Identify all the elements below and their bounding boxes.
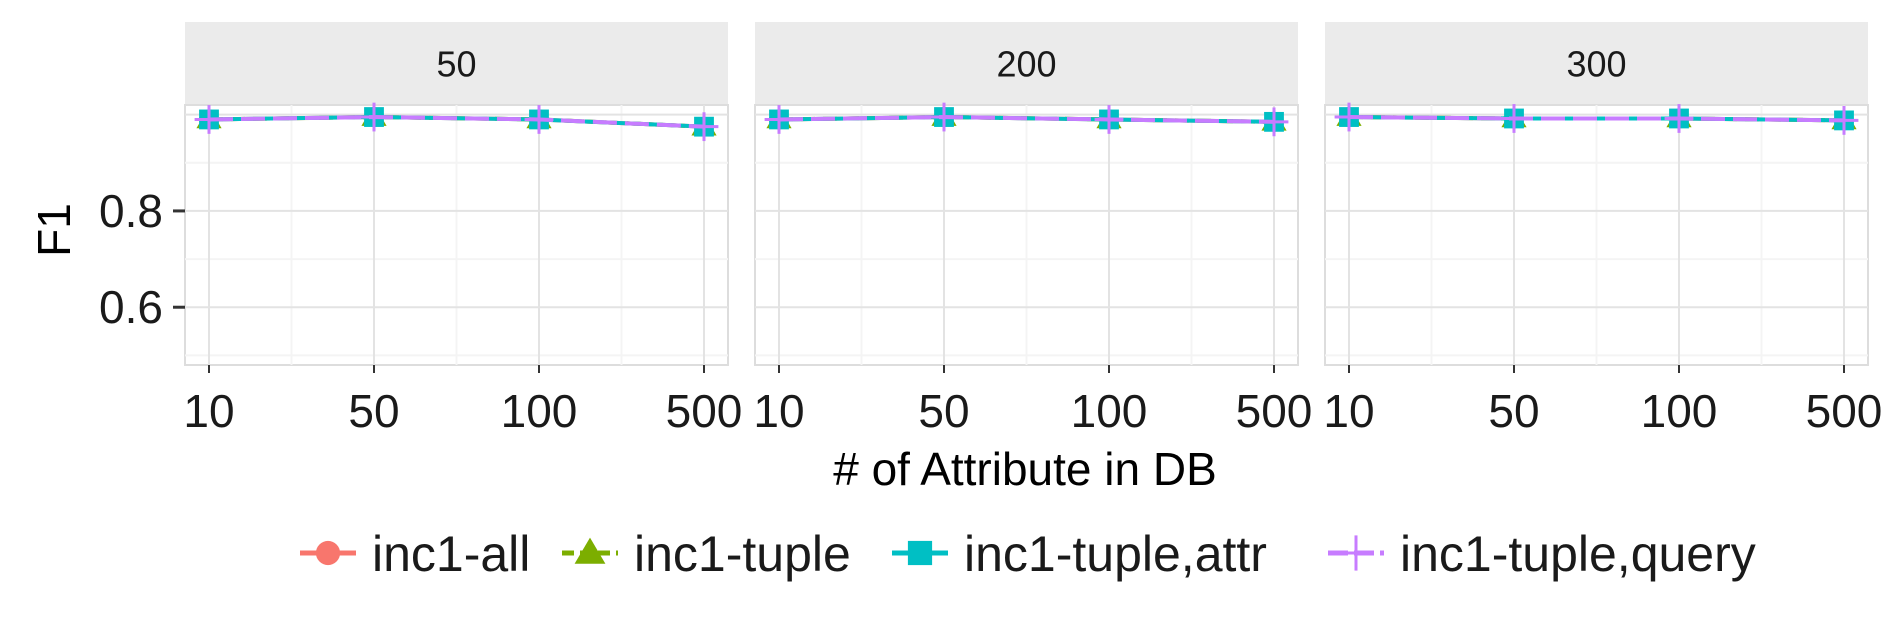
x-tick-label: 100 (1071, 385, 1148, 437)
y-tick-label: 0.8 (99, 185, 163, 237)
x-tick-label: 50 (918, 385, 969, 437)
legend-key-marker (315, 540, 341, 566)
data-point-inc1-tuple,query-100 (524, 105, 554, 134)
legend-label: inc1-tuple,attr (964, 526, 1267, 582)
legend-key-marker (907, 540, 933, 566)
legend-item-inc1-tuple,attr: inc1-tuple,attr (892, 526, 1267, 582)
y-axis-title: F1 (28, 203, 80, 257)
panel-strip (185, 22, 728, 105)
panel-strip-label: 200 (996, 44, 1056, 85)
panel-strip (1325, 22, 1868, 105)
legend-item-inc1-tuple: inc1-tuple (562, 526, 851, 582)
x-axis-title: # of Attribute in DB (833, 443, 1217, 495)
data-point-inc1-tuple,query-50 (929, 102, 959, 132)
facet-panels: 50 10 50 100 500 200 10 50 100 500 300 10 50 100 500 (183, 22, 1882, 437)
legend-label: inc1-all (372, 526, 530, 582)
data-point-inc1-tuple,query-100 (1664, 104, 1694, 133)
y-axis: 0.6 0.8 (99, 185, 185, 333)
x-tick-label: 50 (1488, 385, 1539, 437)
x-tick-label: 100 (1641, 385, 1718, 437)
data-point-inc1-tuple,query-10 (1334, 102, 1364, 132)
panel-strip (755, 22, 1298, 105)
data-point-inc1-tuple,query-10 (194, 105, 224, 134)
legend-label: inc1-tuple (634, 526, 851, 582)
data-point-inc1-tuple,query-10 (764, 105, 794, 134)
data-point-inc1-tuple,query-500 (1829, 106, 1859, 135)
series-line-inc1-tuple,query (778, 115, 1275, 124)
x-tick-label: 10 (1323, 385, 1374, 437)
data-point-inc1-tuple,query-100 (1094, 105, 1124, 134)
x-tick-label: 10 (183, 385, 234, 437)
legend-item-inc1-all: inc1-all (300, 526, 530, 582)
legend-item-inc1-tuple,query: inc1-tuple,query (1328, 526, 1756, 582)
y-tick-label: 0.6 (99, 281, 163, 333)
x-tick-label: 10 (753, 385, 804, 437)
data-point-inc1-tuple,query-500 (689, 112, 719, 142)
panel-strip-label: 50 (436, 44, 476, 85)
x-tick-label: 500 (1236, 385, 1313, 437)
panel-strip-label: 300 (1566, 44, 1626, 85)
panel-200: 200 10 50 100 500 (753, 22, 1312, 437)
legend: inc1-all inc1-tuple inc1-tuple,attr inc1-tu… (300, 526, 1756, 582)
data-point-inc1-tuple,query-50 (359, 102, 389, 132)
x-tick-label: 50 (348, 385, 399, 437)
panel-50: 50 10 50 100 500 (183, 22, 742, 437)
x-tick-label: 500 (1806, 385, 1883, 437)
legend-label: inc1-tuple,query (1400, 526, 1756, 582)
data-point-inc1-tuple,query-500 (1259, 107, 1289, 137)
legend-key-marker (574, 537, 606, 564)
panel-300: 300 10 50 100 500 (1323, 22, 1882, 437)
data-point-inc1-tuple,query-50 (1499, 104, 1529, 133)
x-tick-label: 500 (666, 385, 743, 437)
legend-key-marker (1338, 535, 1374, 571)
series-line-inc1-tuple,query (1348, 115, 1845, 123)
series-line-inc1-tuple,query (208, 115, 705, 129)
x-tick-label: 100 (501, 385, 578, 437)
